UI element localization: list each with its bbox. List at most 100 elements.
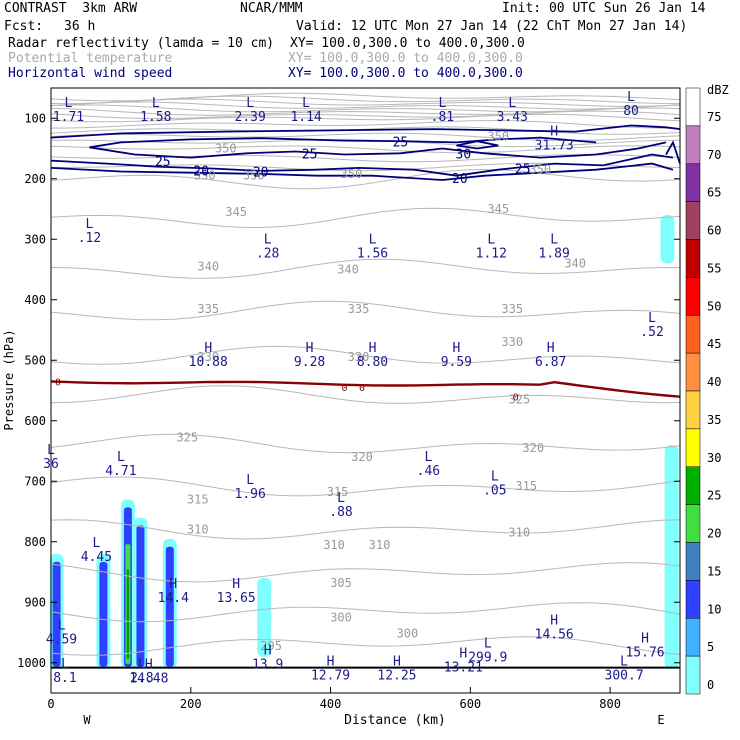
extremum-marker: H <box>169 577 177 592</box>
theta-label: 315 <box>515 479 537 493</box>
radar-reflectivity-layer <box>49 215 679 669</box>
theta-label: 320 <box>522 441 544 455</box>
extremum-value: 13.65 <box>217 591 256 606</box>
theta-contour <box>50 433 681 454</box>
extremum-value: .88 <box>329 505 352 520</box>
model-title: CONTRAST 3km ARW <box>4 1 138 16</box>
extremum-marker: L <box>424 450 432 465</box>
extremum-value: 3.43 <box>497 110 528 125</box>
wind-contour <box>50 153 674 177</box>
fcst-value: 36 h <box>64 19 96 34</box>
extremum-marker: L <box>508 96 516 111</box>
extremum-value: .81 <box>431 110 454 125</box>
colorbar-label: 75 <box>707 110 721 124</box>
theta-contour <box>50 98 681 107</box>
extremum-marker: L <box>302 96 310 111</box>
theta-label: 310 <box>187 523 209 537</box>
theta-label: 340 <box>564 256 586 270</box>
colorbar-label: 5 <box>707 640 714 654</box>
theta-contour <box>50 207 681 229</box>
extremum-marker: H <box>550 125 558 140</box>
extremum-marker: L <box>484 636 492 651</box>
zero-label: 0 <box>342 383 348 394</box>
theta-contour <box>50 110 681 120</box>
wind-contour <box>89 141 667 159</box>
colorbar-label: 50 <box>707 299 721 313</box>
theta-contour <box>50 139 681 148</box>
theta-contour <box>50 519 681 540</box>
extremum-marker: L <box>65 96 73 111</box>
y-tick-label: 500 <box>24 353 46 367</box>
theta-label: 335 <box>501 302 523 316</box>
west-label: W <box>83 713 91 727</box>
radar-cell <box>664 444 679 669</box>
extremum-value: 1.56 <box>357 246 388 261</box>
extremum-marker: L <box>93 536 101 551</box>
extremum-value: 8.80 <box>357 355 388 370</box>
theta-label: 350 <box>194 169 216 183</box>
theta-label: 325 <box>508 393 530 407</box>
wind-contour <box>50 124 681 139</box>
colorbar-swatch <box>685 352 701 392</box>
field-wind-label: Horizontal wind speed <box>8 66 173 81</box>
colorbar-label: 10 <box>707 602 721 616</box>
extremum-value: 4.45 <box>81 550 112 565</box>
radar-core <box>52 561 61 667</box>
y-tick-label: 900 <box>24 595 46 609</box>
field-wind-xy: XY= 100.0,300.0 to 400.0,300.0 <box>288 66 523 81</box>
extremum-value: 9.28 <box>294 355 325 370</box>
x-axis-label: Distance (km) <box>344 713 446 728</box>
colorbar-label: 0 <box>707 678 714 692</box>
colorbar-label: 25 <box>707 489 721 503</box>
theta-label: 340 <box>337 263 359 277</box>
y-tick-label: 800 <box>24 535 46 549</box>
extremum-value: .12 <box>78 231 101 246</box>
radar-core <box>165 546 174 667</box>
wind-label: 25 <box>302 148 318 163</box>
extremum-marker: H <box>369 341 377 356</box>
theta-contour <box>50 636 681 656</box>
theta-label: 315 <box>327 485 349 499</box>
extremum-value: 1.96 <box>235 487 266 502</box>
extremum-value: 4.59 <box>46 632 77 647</box>
extremum-value: 80 <box>623 104 639 119</box>
fcst-label: Fcst: <box>4 19 44 34</box>
extremum-marker: L <box>487 232 495 247</box>
extremum-marker: L <box>264 232 272 247</box>
theta-label: 315 <box>187 492 209 506</box>
extremum-marker: L <box>620 655 628 670</box>
colorbar-label: 35 <box>707 413 721 427</box>
theta-contour <box>50 300 681 321</box>
theta-label: 305 <box>330 576 352 590</box>
x-tick-label: 800 <box>599 697 621 711</box>
field-theta-xy: XY= 100.0,300.0 to 400.0,300.0 <box>288 51 523 66</box>
extremum-value: 9.59 <box>441 355 472 370</box>
extremum-marker: L <box>491 469 499 484</box>
wind-contour <box>50 162 674 181</box>
y-tick-label: 1000 <box>17 656 46 670</box>
y-tick-label: 600 <box>24 414 46 428</box>
extremum-value: .28 <box>256 246 279 261</box>
extremum-marker: L <box>138 657 146 672</box>
wind-label: 25 <box>393 135 409 150</box>
theta-contour <box>50 113 681 123</box>
theta-label: 330 <box>197 350 219 364</box>
colorbar-swatch <box>685 466 701 505</box>
extremum-marker: L <box>86 217 94 232</box>
extremum-value: 14.56 <box>535 627 574 642</box>
org-label: NCAR/MMM <box>240 1 303 16</box>
extremum-marker: H <box>459 647 467 662</box>
theta-label: 325 <box>176 431 198 445</box>
radar-cell <box>257 578 272 657</box>
extremum-value: 1.14 <box>290 110 321 125</box>
extremum-marker: H <box>327 655 335 670</box>
extremum-marker: H <box>641 632 649 647</box>
extremum-value: 15.76 <box>625 646 664 661</box>
extremum-value: 14.4 <box>158 591 189 606</box>
theta-label: 330 <box>348 350 370 364</box>
theta-contour <box>50 101 681 110</box>
theta-label: 345 <box>487 202 509 216</box>
radar-cell <box>660 215 675 264</box>
